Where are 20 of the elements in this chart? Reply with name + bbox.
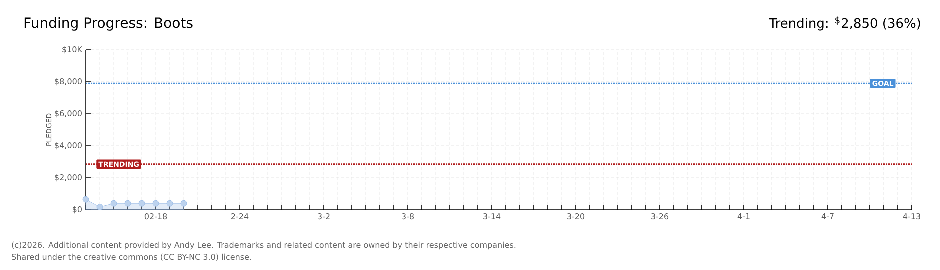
x-tick-label: 4-1 <box>738 214 750 220</box>
y-tick-label: $2,000 <box>55 174 82 182</box>
x-tick-label: 4-7 <box>822 214 834 220</box>
chart-title: Funding Progress: Boots <box>24 17 193 31</box>
y-tick-label: $0 <box>72 206 82 214</box>
x-tick-label: 2-24 <box>232 214 249 220</box>
x-tick-label: 3-26 <box>652 214 669 220</box>
y-tick-label: $10K <box>62 46 83 54</box>
x-tick-label: 02-18 <box>144 214 168 220</box>
x-tick-label: 3-2 <box>318 214 330 220</box>
text: (c)2026. Additional content provided by Andy Lee. Trademarks and related content are owned by their respective companies. <box>12 242 516 250</box>
y-tick-label: $6,000 <box>55 110 82 118</box>
y-tick-label: $4,000 <box>55 142 82 150</box>
chart-subtitle: Trending: $^{$}$2,850 (36%) <box>769 16 920 31</box>
x-tick-label: 4-13 <box>903 214 920 220</box>
x-tick-label: 3-8 <box>402 214 414 220</box>
y-tick-label: $8,000 <box>55 78 82 86</box>
text: Shared under the creative commons (CC BY-NC 3.0) license. <box>12 254 252 262</box>
x-tick-label: 3-20 <box>568 214 585 220</box>
x-tick-label: 3-14 <box>484 214 501 220</box>
